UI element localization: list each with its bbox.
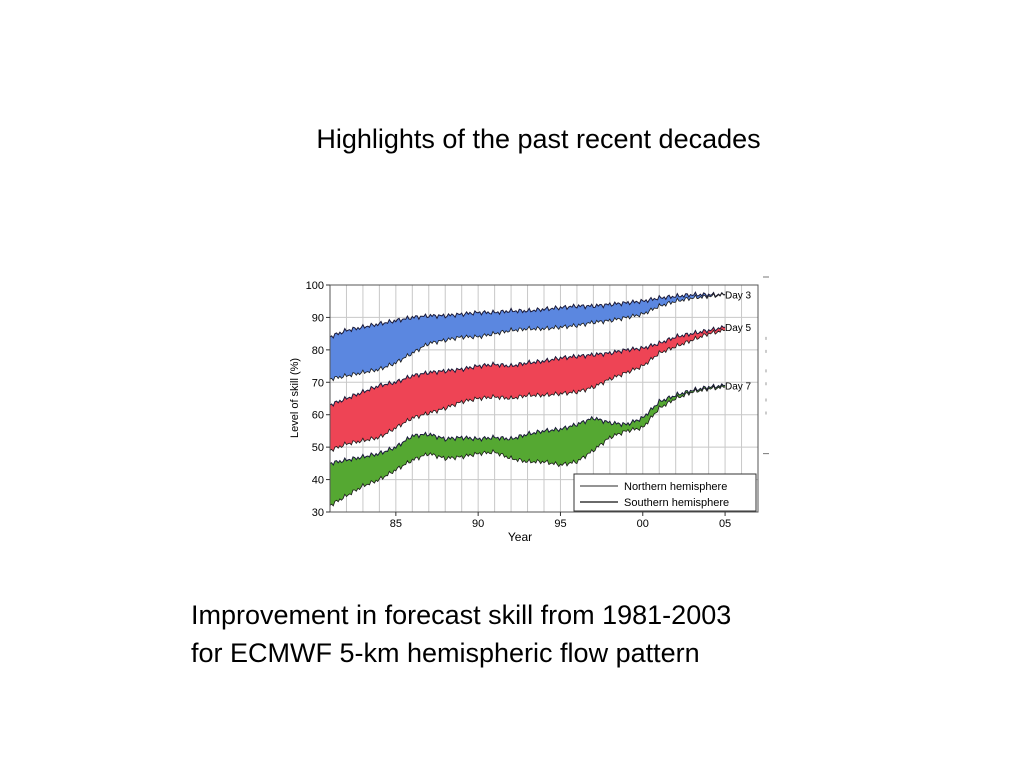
x-tick-label: 00 [637,518,649,530]
line-northern-day-3 [330,291,726,339]
line-northern-day-5 [330,324,726,407]
y-tick-label: 40 [312,475,324,487]
slide-title: Highlights of the past recent decades [316,124,761,154]
x-tick-label: 05 [719,518,731,530]
x-axis-label: Year [508,530,532,544]
series-labels: Day 3 Day 5 Day 7 [725,291,752,393]
x-tick-label: 90 [472,518,484,530]
data-bands [330,291,726,507]
line-northern-day-7 [330,382,726,467]
series-label-day-3: Day 3 [725,291,752,302]
band-day-3 [330,292,726,381]
right-axis-marks [763,276,769,455]
skill-chart-svg: 30 40 50 60 70 80 90 100 85 90 95 00 05 Year Level … [289,276,769,544]
band-day-7 [330,383,726,506]
line-southern-day-5 [330,328,726,453]
x-axis-ticks: 85 90 95 00 05 [390,512,731,530]
line-southern-day-7 [330,384,726,507]
y-tick-label: 80 [312,345,324,357]
series-label-day-7: Day 7 [725,382,752,393]
legend-label-northern: Northern hemisphere [624,481,727,493]
y-axis-label: Level of skill (%) [289,358,301,438]
y-tick-label: 30 [312,507,324,519]
y-axis-ticks: 30 40 50 60 70 80 90 100 [306,280,330,519]
plot-frame [329,284,759,513]
caption-line-2: for ECMWF 5-km hemispheric flow pattern [191,638,700,668]
band-day-5 [330,325,726,452]
y-tick-label: 100 [306,280,324,292]
x-tick-label: 85 [390,518,402,530]
y-tick-label: 60 [312,410,324,422]
y-tick-label: 50 [312,442,324,454]
skill-chart: 30 40 50 60 70 80 90 100 85 90 95 00 05 Year Level … [280,268,780,554]
caption-line-1: Improvement in forecast skill from 1981-… [191,600,732,630]
y-tick-label: 70 [312,377,324,389]
legend: Northern hemisphere Southern hemisphere [573,473,757,512]
line-southern-day-3 [330,292,726,382]
legend-label-southern: Southern hemisphere [624,497,729,509]
y-tick-label: 90 [312,312,324,324]
series-label-day-5: Day 5 [725,323,752,334]
x-tick-label: 95 [554,518,566,530]
slide-caption: Improvement in forecast skill from 1981-… [191,596,951,672]
legend-box [573,473,757,512]
